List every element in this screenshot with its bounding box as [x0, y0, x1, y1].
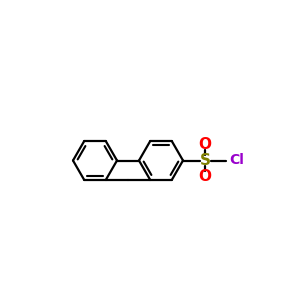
Text: Cl: Cl [229, 154, 244, 167]
Text: O: O [199, 137, 212, 152]
Text: S: S [200, 153, 211, 168]
Text: O: O [199, 169, 212, 184]
